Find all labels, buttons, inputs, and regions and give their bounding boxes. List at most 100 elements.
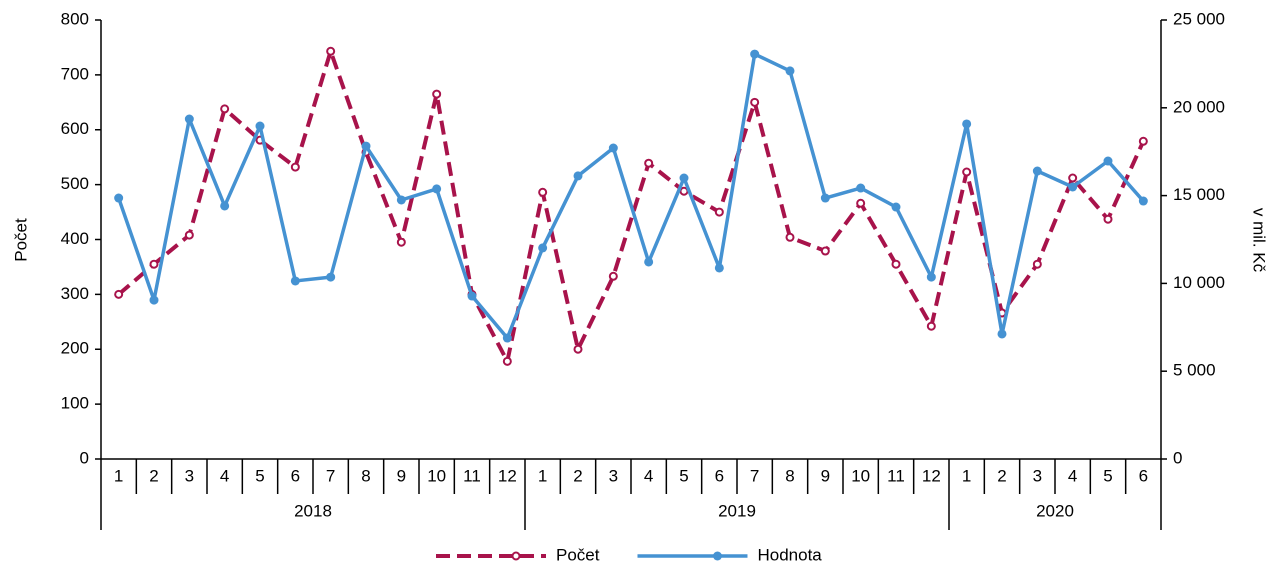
data-point — [220, 201, 230, 211]
data-point — [1138, 136, 1148, 146]
x-tick-label: 9 — [821, 466, 830, 485]
data-point — [750, 49, 760, 59]
data-point — [1068, 182, 1078, 192]
x-tick-label: 2 — [573, 466, 582, 485]
data-point — [538, 243, 548, 253]
data-point — [290, 162, 300, 172]
data-point — [184, 114, 194, 124]
data-point — [396, 237, 406, 247]
data-point — [432, 184, 442, 194]
y-tick-label: 700 — [61, 64, 89, 83]
data-point — [926, 272, 936, 282]
data-point — [926, 321, 936, 331]
x-tick-label: 5 — [679, 466, 688, 485]
y-tick-label: 200 — [61, 339, 89, 358]
x-tick-label: 3 — [1033, 466, 1042, 485]
data-point — [1032, 166, 1042, 176]
data-point — [502, 333, 512, 343]
x-tick-label: 11 — [887, 466, 905, 485]
data-point — [1032, 259, 1042, 269]
y-tick-label: 800 — [61, 9, 89, 28]
y-axis-title: Počet — [11, 218, 30, 262]
x-tick-label: 5 — [255, 466, 264, 485]
data-point — [644, 257, 654, 267]
x-tick-label: 10 — [427, 466, 446, 485]
x-tick-label: 4 — [1068, 466, 1077, 485]
data-point — [326, 46, 336, 56]
y2-tick-label: 15 000 — [1173, 185, 1225, 204]
data-point — [856, 198, 866, 208]
data-point — [820, 246, 830, 256]
y2-tick-label: 25 000 — [1173, 9, 1225, 28]
legend-marker — [712, 551, 722, 561]
legend-marker — [511, 551, 521, 561]
data-point — [750, 97, 760, 107]
y2-tick-label: 10 000 — [1173, 273, 1225, 292]
data-point — [997, 329, 1007, 339]
data-point — [962, 167, 972, 177]
group-label: 2018 — [294, 501, 332, 520]
data-point — [149, 259, 159, 269]
group-label: 2020 — [1036, 501, 1074, 520]
data-point — [785, 232, 795, 242]
x-tick-label: 9 — [397, 466, 406, 485]
x-tick-label: 6 — [1139, 466, 1148, 485]
series-line — [117, 49, 1146, 364]
data-point — [432, 89, 442, 99]
x-tick-label: 7 — [750, 466, 759, 485]
series-line — [117, 52, 1145, 340]
data-point — [1103, 156, 1113, 166]
y-tick-label: 100 — [61, 394, 89, 413]
data-point — [644, 158, 654, 168]
x-tick-label: 7 — [326, 466, 335, 485]
x-tick-label: 4 — [220, 466, 229, 485]
y-tick-label: 400 — [61, 229, 89, 248]
data-point — [290, 276, 300, 286]
x-tick-label: 2 — [997, 466, 1006, 485]
x-tick-label: 12 — [498, 466, 517, 485]
x-tick-label: 3 — [185, 466, 194, 485]
data-point — [149, 295, 159, 305]
data-point — [255, 121, 265, 131]
data-point — [114, 289, 124, 299]
y2-tick-label: 20 000 — [1173, 97, 1225, 116]
data-point — [608, 143, 618, 153]
data-point — [891, 259, 901, 269]
x-tick-label: 6 — [291, 466, 300, 485]
data-point — [891, 202, 901, 212]
legend-label: Počet — [556, 545, 600, 564]
x-tick-label: 1 — [538, 466, 547, 485]
data-point — [326, 272, 336, 282]
y-tick-label: 300 — [61, 284, 89, 303]
x-tick-label: 2 — [149, 466, 158, 485]
y2-axis-title: v mil. Kč — [1250, 208, 1269, 273]
data-point — [962, 119, 972, 129]
data-point — [820, 193, 830, 203]
y-tick-label: 600 — [61, 119, 89, 138]
legend-label: Hodnota — [757, 545, 822, 564]
data-point — [785, 66, 795, 76]
y2-tick-label: 5 000 — [1173, 361, 1216, 380]
x-tick-label: 8 — [361, 466, 370, 485]
data-point — [396, 195, 406, 205]
data-point — [184, 230, 194, 240]
data-point — [573, 344, 583, 354]
x-tick-label: 12 — [922, 466, 941, 485]
x-tick-label: 4 — [644, 466, 653, 485]
x-tick-label: 1 — [114, 466, 123, 485]
x-tick-label: 10 — [851, 466, 870, 485]
data-point — [361, 141, 371, 151]
data-point — [608, 271, 618, 281]
group-label: 2019 — [718, 501, 756, 520]
x-tick-label: 11 — [463, 466, 481, 485]
y-tick-label: 500 — [61, 174, 89, 193]
data-point — [1103, 214, 1113, 224]
y-tick-label: 0 — [80, 448, 89, 467]
data-point — [856, 183, 866, 193]
data-point — [502, 356, 512, 366]
x-tick-label: 1 — [962, 466, 971, 485]
data-point — [714, 263, 724, 273]
data-point — [114, 193, 124, 203]
